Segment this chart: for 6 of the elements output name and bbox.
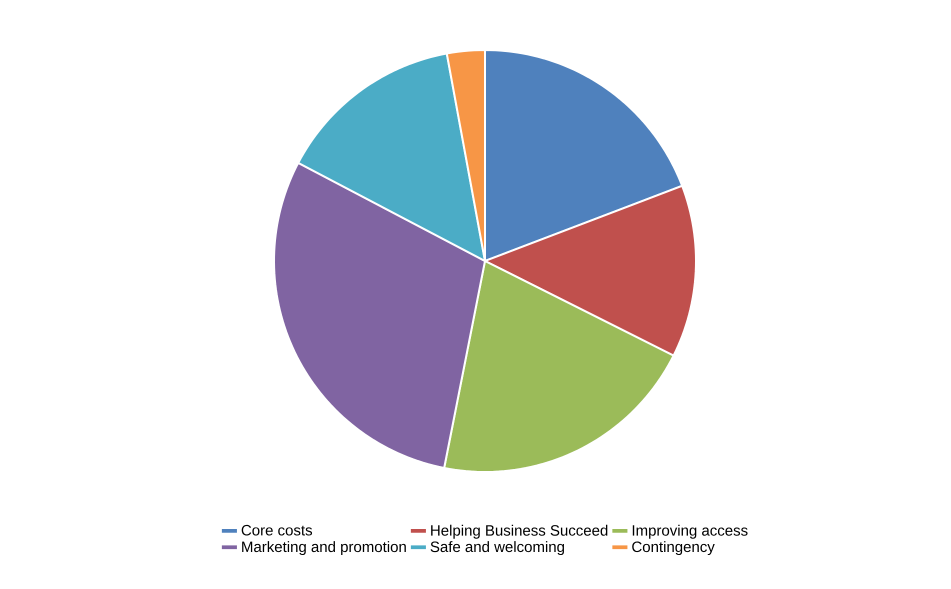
- legend-label: Improving access: [632, 524, 748, 539]
- legend-label: Contingency: [632, 541, 715, 556]
- legend-label: Safe and welcoming: [430, 541, 564, 556]
- legend-label: Helping Business Succeed: [431, 524, 608, 539]
- legend-label: Core costs: [242, 524, 312, 536]
- legend-label: Marketing and promotion: [242, 541, 406, 556]
